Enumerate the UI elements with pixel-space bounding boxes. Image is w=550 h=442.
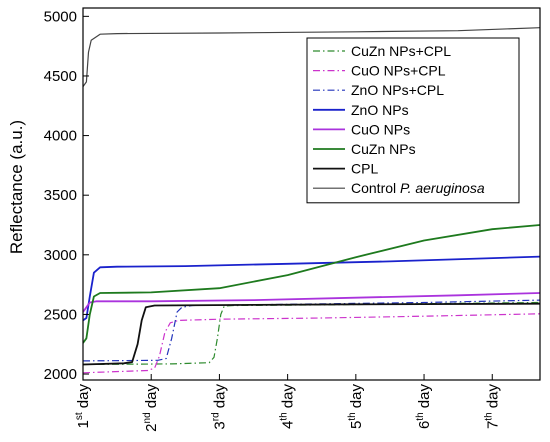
legend: CuZn NPs+CPL CuO NPs+CPL ZnO NPs+CPL ZnO NP… bbox=[306, 37, 520, 204]
x-axis: 1st day 2nd day 3rd day 4th day 5th day 6th d… bbox=[74, 374, 501, 432]
series-line-8 bbox=[83, 27, 540, 88]
y-tick-label: 3500 bbox=[44, 187, 77, 204]
series-line-6 bbox=[83, 224, 540, 344]
series-line-1 bbox=[83, 301, 540, 366]
series-layer bbox=[83, 27, 540, 374]
y-tick-label: 2000 bbox=[44, 366, 77, 383]
plot-frame bbox=[82, 7, 541, 381]
y-tick-label: 4000 bbox=[44, 128, 77, 145]
y-axis: 2000 2500 3000 3500 4000 4500 5000 bbox=[44, 8, 89, 383]
legend-label-2: CuO NPs+CPL bbox=[351, 63, 446, 79]
y-axis-title: Reflectance (a.u.) bbox=[7, 120, 26, 254]
x-tick-label: 3rd day bbox=[210, 384, 228, 430]
legend-label-6: CuZn NPs bbox=[351, 141, 416, 157]
x-tick-label: 6th day bbox=[415, 384, 433, 430]
y-tick-label: 2500 bbox=[44, 306, 77, 323]
series-line-4 bbox=[83, 255, 540, 322]
series-line-3 bbox=[83, 299, 540, 362]
x-tick-label: 7th day bbox=[483, 384, 501, 430]
legend-label-5: CuO NPs bbox=[351, 121, 410, 137]
legend-label-1: CuZn NPs+CPL bbox=[351, 43, 451, 59]
y-tick-label: 3000 bbox=[44, 247, 77, 264]
legend-label-8: Control P. aeruginosa bbox=[351, 180, 485, 196]
series-line-5 bbox=[83, 292, 540, 313]
y-tick-label: 4500 bbox=[44, 68, 77, 85]
legend-label-7: CPL bbox=[351, 161, 378, 177]
x-tick-label: 5th day bbox=[347, 384, 365, 430]
legend-label-4: ZnO NPs bbox=[351, 102, 409, 118]
series-line-2 bbox=[83, 313, 540, 374]
x-tick-label: 1st day bbox=[74, 384, 92, 429]
legend-box bbox=[306, 37, 520, 204]
x-tick-label: 2nd day bbox=[142, 384, 160, 432]
x-tick-label: 4th day bbox=[279, 384, 297, 430]
y-tick-label: 5000 bbox=[44, 8, 77, 25]
legend-label-3: ZnO NPs+CPL bbox=[351, 82, 444, 98]
series-line-7 bbox=[83, 302, 540, 366]
